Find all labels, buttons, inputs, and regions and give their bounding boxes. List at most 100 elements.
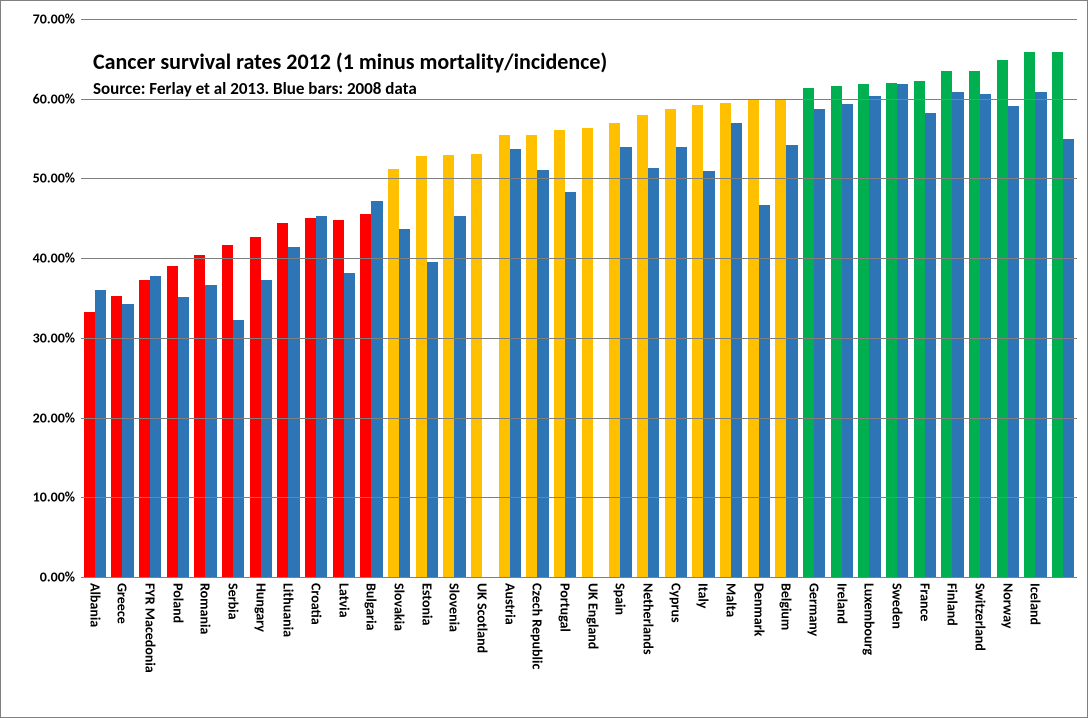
category-pair: Latvia: [330, 19, 358, 577]
category-label: Poland: [169, 583, 186, 623]
category-pair: Romania: [192, 19, 220, 577]
category-label: Belgium: [778, 583, 795, 630]
bar-2012: [692, 105, 703, 577]
category-pair: Serbia: [219, 19, 247, 577]
bar-2012: [167, 266, 178, 577]
category-pair: Albania: [81, 19, 109, 577]
category-pair: Czech Republic: [524, 19, 552, 577]
category-pair: Bulgaria: [358, 19, 386, 577]
bar-2012: [499, 135, 510, 577]
bar-2012: [277, 223, 288, 577]
y-axis-label: 70.00%: [33, 11, 75, 28]
category-label: Italy: [695, 583, 712, 608]
bar-2008: [1063, 139, 1074, 577]
category-pair: Norway: [994, 19, 1022, 577]
category-label: Slovenia: [446, 583, 463, 632]
y-axis-label: 20.00%: [33, 409, 75, 426]
y-axis-label: 10.00%: [33, 489, 75, 506]
category-pair: Denmark: [745, 19, 773, 577]
category-pair: Sweden: [883, 19, 911, 577]
bar-2008: [869, 96, 880, 577]
category-label: Slovakia: [391, 583, 408, 631]
category-pair: Cyprus: [662, 19, 690, 577]
category-label: UK Scotland: [474, 583, 491, 653]
bar-2012: [720, 103, 731, 577]
y-axis-label: 0.00%: [40, 569, 75, 586]
category-pair: Portugal: [551, 19, 579, 577]
bar-2008: [122, 304, 133, 577]
bar-2012: [554, 130, 565, 577]
gridline: [81, 418, 1077, 419]
category-label: Romania: [197, 583, 214, 634]
category-label: Iceland: [1027, 583, 1044, 625]
bar-2012: [305, 218, 316, 578]
bar-2008: [565, 192, 576, 577]
bar-2012: [443, 155, 454, 577]
category-pair: Belgium: [773, 19, 801, 577]
category-label: Norway: [999, 583, 1016, 628]
category-label: Finland: [944, 583, 961, 626]
category-label: Greece: [114, 583, 131, 624]
category-pair: Slovakia: [385, 19, 413, 577]
category-pair: Estonia: [413, 19, 441, 577]
category-pair: UK England: [579, 19, 607, 577]
bar-2008: [261, 280, 272, 577]
bar-2008: [1035, 92, 1046, 577]
category-label: Albania: [86, 583, 103, 627]
bar-2012: [886, 83, 897, 577]
bar-2008: [344, 273, 355, 577]
y-axis-label: 30.00%: [33, 329, 75, 346]
bar-2012: [194, 255, 205, 577]
y-axis-label: 60.00%: [33, 90, 75, 107]
category-label: Malta: [723, 583, 740, 617]
bar-2012: [941, 71, 952, 577]
bar-2008: [150, 276, 161, 577]
bar-2008: [399, 229, 410, 577]
bar-2008: [759, 205, 770, 577]
category-label: FYR Macedonia: [142, 583, 159, 673]
category-pair: Slovenia: [441, 19, 469, 577]
category-label: Spain: [612, 583, 629, 615]
bar-2012: [250, 237, 261, 577]
category-pair: France: [911, 19, 939, 577]
category-label: UK England: [584, 583, 601, 649]
bar-2008: [786, 145, 797, 577]
category-label: Denmark: [750, 583, 767, 636]
category-pair: Lithuania: [275, 19, 303, 577]
category-pair: Luxembourg: [856, 19, 884, 577]
bar-2008: [842, 104, 853, 578]
plot-area: AlbaniaGreeceFYR MacedoniaPolandRomaniaS…: [81, 19, 1077, 577]
bar-2012: [914, 81, 925, 577]
category-pair: Iceland: [1022, 19, 1050, 577]
bar-2008: [537, 170, 548, 577]
category-pair: Greece: [109, 19, 137, 577]
category-label: Sweden: [889, 583, 906, 629]
category-pair: Switzerland: [966, 19, 994, 577]
bar-2012: [416, 156, 427, 577]
chart-container: Cancer survival rates 2012 (1 minus mort…: [0, 0, 1088, 718]
bar-2012: [858, 84, 869, 577]
y-axis-label: 40.00%: [33, 250, 75, 267]
category-pair: Netherlands: [634, 19, 662, 577]
bar-2012: [969, 71, 980, 577]
bar-2008: [178, 297, 189, 577]
category-pair: Austria: [496, 19, 524, 577]
category-label: Latvia: [335, 583, 352, 618]
category-pair: Poland: [164, 19, 192, 577]
bar-2012: [526, 135, 537, 577]
bar-2008: [454, 216, 465, 577]
bar-2008: [620, 147, 631, 577]
bar-2012: [388, 169, 399, 577]
bar-2008: [731, 123, 742, 577]
category-pair: Hungary: [247, 19, 275, 577]
bar-2008: [510, 149, 521, 577]
category-label: Lithuania: [280, 583, 297, 637]
bar-2012: [803, 88, 814, 577]
category-pair: Germany: [800, 19, 828, 577]
category-pair: Croatia: [302, 19, 330, 577]
category-label: Czech Republic: [529, 583, 546, 669]
bar-2008: [925, 113, 936, 577]
bar-2008: [703, 171, 714, 577]
bar-2012: [609, 123, 620, 577]
bar-2012: [997, 60, 1008, 577]
